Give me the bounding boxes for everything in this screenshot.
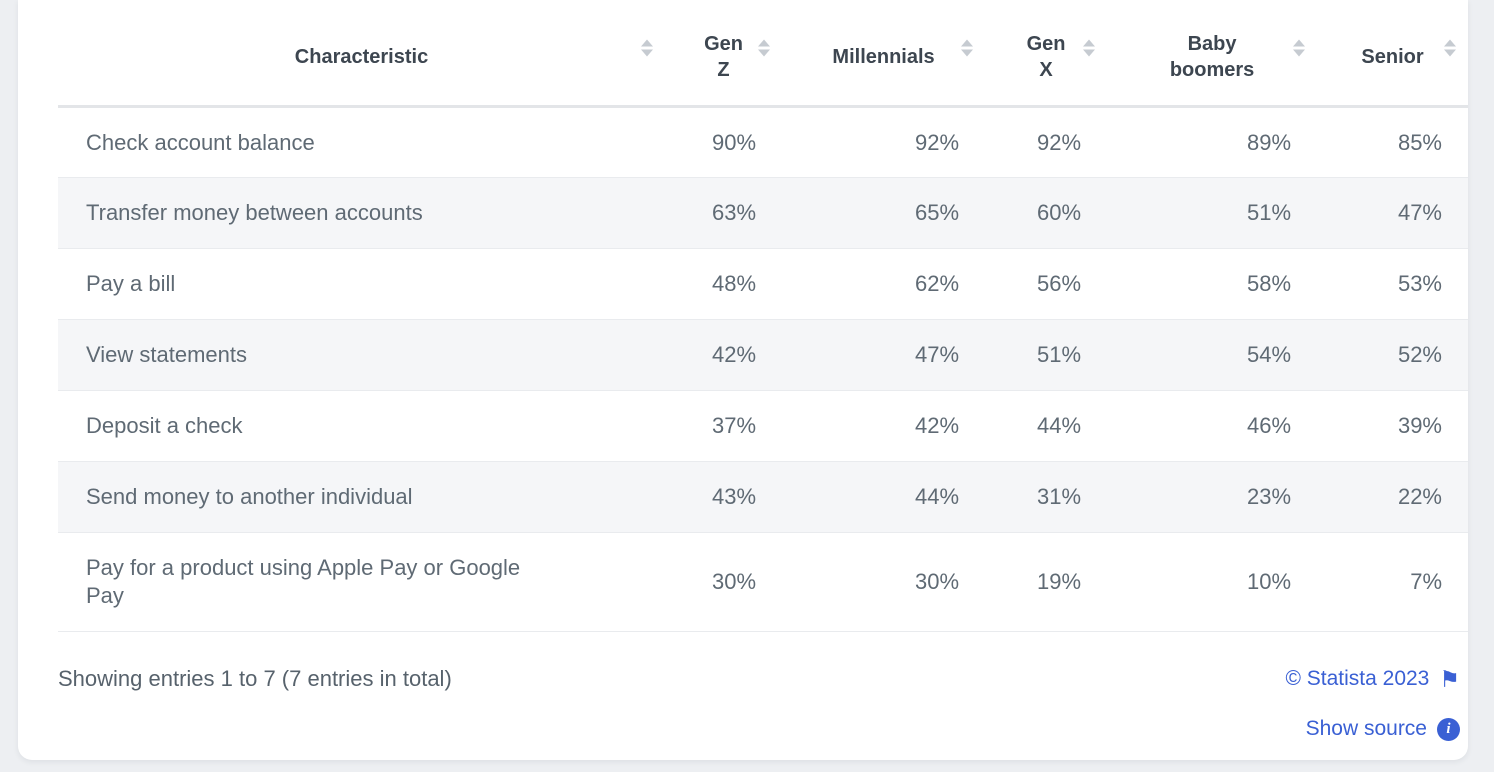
sort-arrows-icon[interactable] [961, 39, 974, 57]
value-cell: 30% [782, 532, 986, 632]
sort-down-icon [1083, 49, 1096, 57]
footer-links: © Statista 2023 ⚑ Show source i [1285, 666, 1460, 742]
value-cell: 10% [1107, 532, 1318, 632]
column-header-gen-z[interactable]: Gen Z [665, 0, 783, 108]
sort-up-icon [961, 39, 974, 47]
characteristic-cell: Deposit a check [58, 390, 666, 463]
characteristic-cell: Pay for a product using Apple Pay or Goo… [58, 532, 666, 632]
column-label: Senior [1361, 46, 1424, 69]
value-cell: 92% [985, 106, 1108, 179]
value-cell: 53% [1317, 248, 1468, 321]
value-cell: 47% [782, 319, 986, 392]
show-source-link[interactable]: Show source i [1306, 716, 1460, 742]
table-header-row: Characteristic Gen Z Millennials Gen X Baby … [58, 0, 1468, 108]
characteristic-cell: Pay a bill [58, 248, 666, 321]
sort-arrows-icon[interactable] [758, 39, 771, 57]
value-cell: 46% [1107, 390, 1318, 463]
value-cell: 42% [665, 319, 783, 392]
data-table: Characteristic Gen Z Millennials Gen X Baby … [58, 0, 1468, 632]
value-cell: 58% [1107, 248, 1318, 321]
value-cell: 47% [1317, 177, 1468, 250]
table-row: Send money to another individual 43% 44% 31… [58, 461, 1468, 534]
sort-arrows-icon[interactable] [641, 39, 654, 57]
characteristic-cell: View statements [58, 319, 666, 392]
column-header-gen-x[interactable]: Gen X [985, 0, 1108, 108]
value-cell: 44% [985, 390, 1108, 463]
sort-down-icon [1293, 49, 1306, 57]
column-header-characteristic[interactable]: Characteristic [58, 0, 666, 108]
table-row: Pay a bill 48% 62% 56% 58% 53% [58, 248, 1468, 321]
value-cell: 65% [782, 177, 986, 250]
value-cell: 19% [985, 532, 1108, 632]
value-cell: 42% [782, 390, 986, 463]
table-row: Pay for a product using Apple Pay or Goo… [58, 532, 1468, 632]
statista-table-card: Characteristic Gen Z Millennials Gen X Baby … [18, 0, 1468, 760]
value-cell: 30% [665, 532, 783, 632]
column-label: Characteristic [294, 46, 429, 69]
copyright-label: © Statista 2023 [1285, 667, 1430, 690]
value-cell: 51% [985, 319, 1108, 392]
flag-icon[interactable]: ⚑ [1439, 665, 1460, 692]
value-cell: 54% [1107, 319, 1318, 392]
column-label: Millennials [832, 46, 935, 69]
sort-arrows-icon[interactable] [1083, 39, 1096, 57]
value-cell: 60% [985, 177, 1108, 250]
column-header-millennials[interactable]: Millennials [782, 0, 986, 108]
statista-copyright-link[interactable]: © Statista 2023 ⚑ [1285, 666, 1460, 692]
table-body: Check account balance 90% 92% 92% 89% 85% Tran… [58, 106, 1468, 632]
info-icon[interactable]: i [1437, 717, 1460, 741]
column-label: Gen Z [704, 32, 743, 82]
sort-up-icon [1444, 39, 1456, 47]
column-header-baby-boomers[interactable]: Baby boomers [1107, 0, 1318, 108]
value-cell: 37% [665, 390, 783, 463]
value-cell: 51% [1107, 177, 1318, 250]
column-header-senior[interactable]: Senior [1317, 0, 1468, 108]
sort-arrows-icon[interactable] [1444, 39, 1456, 57]
value-cell: 92% [782, 106, 986, 179]
show-source-label: Show source [1305, 717, 1427, 740]
sort-up-icon [1083, 39, 1096, 47]
table-row: View statements 42% 47% 51% 54% 52% [58, 319, 1468, 392]
sort-up-icon [1293, 39, 1306, 47]
sort-down-icon [641, 49, 654, 57]
sort-down-icon [961, 49, 974, 57]
entries-status: Showing entries 1 to 7 (7 entries in tot… [58, 666, 452, 691]
table-row: Transfer money between accounts 63% 65% 60%… [58, 177, 1468, 250]
value-cell: 56% [985, 248, 1108, 321]
value-cell: 90% [665, 106, 783, 179]
characteristic-cell: Send money to another individual [58, 461, 666, 534]
table-row: Check account balance 90% 92% 92% 89% 85% [58, 106, 1468, 179]
value-cell: 63% [665, 177, 783, 250]
sort-up-icon [758, 39, 771, 47]
value-cell: 22% [1317, 461, 1468, 534]
value-cell: 31% [985, 461, 1108, 534]
sort-arrows-icon[interactable] [1293, 39, 1306, 57]
sort-down-icon [758, 49, 771, 57]
characteristic-cell: Transfer money between accounts [58, 177, 666, 250]
value-cell: 62% [782, 248, 986, 321]
column-label: Baby boomers [1169, 32, 1255, 82]
sort-down-icon [1444, 49, 1456, 57]
characteristic-cell: Check account balance [58, 106, 666, 179]
table-row: Deposit a check 37% 42% 44% 46% 39% [58, 390, 1468, 463]
value-cell: 48% [665, 248, 783, 321]
column-label: Gen X [1026, 32, 1066, 82]
value-cell: 44% [782, 461, 986, 534]
sort-up-icon [641, 39, 654, 47]
value-cell: 7% [1317, 532, 1468, 632]
value-cell: 85% [1317, 106, 1468, 179]
value-cell: 39% [1317, 390, 1468, 463]
value-cell: 43% [665, 461, 783, 534]
value-cell: 23% [1107, 461, 1318, 534]
value-cell: 52% [1317, 319, 1468, 392]
value-cell: 89% [1107, 106, 1318, 179]
table-footer: Showing entries 1 to 7 (7 entries in tot… [58, 632, 1468, 742]
